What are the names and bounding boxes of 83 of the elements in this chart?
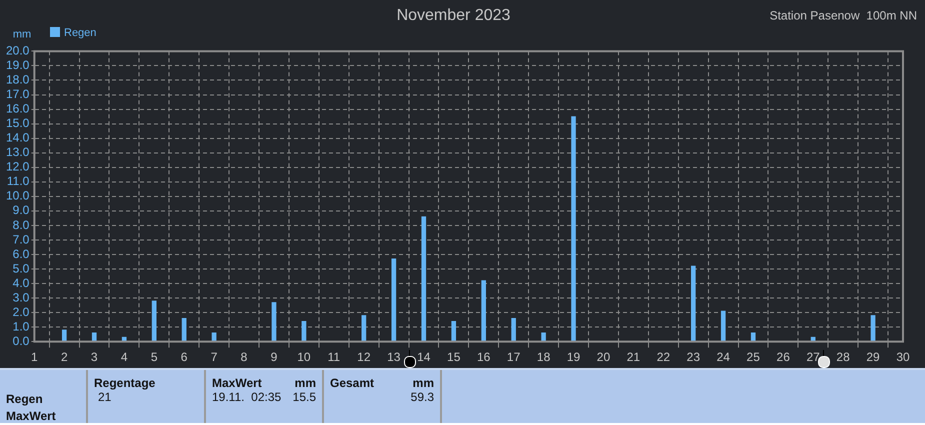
x-tick-label: 10 xyxy=(297,350,311,364)
x-tick-label: 22 xyxy=(656,350,670,364)
y-tick-label: 16.0 xyxy=(6,102,30,116)
y-tick-label: 9.0 xyxy=(12,203,30,218)
y-tick-label: 1.0 xyxy=(12,319,30,334)
y-tick-label: 20.0 xyxy=(6,44,30,58)
bar xyxy=(511,318,516,342)
y-tick-label: 14.0 xyxy=(6,130,30,145)
text: 59.3 xyxy=(410,390,434,404)
bar xyxy=(362,315,366,342)
x-tick-label: 2 xyxy=(60,350,68,364)
x-tick-label: 15 xyxy=(447,350,461,364)
text: mm xyxy=(294,376,316,390)
x-tick-label: 3 xyxy=(90,350,98,364)
x-tick-label: 11 xyxy=(328,350,340,364)
bar xyxy=(541,332,546,342)
x-tick-label: 19 xyxy=(566,350,581,364)
x-tick-label: 23 xyxy=(686,350,700,364)
x-tick-label: 14 xyxy=(417,350,431,364)
x-tick-label: 5 xyxy=(150,350,158,364)
y-tick-label: 3.0 xyxy=(12,290,30,304)
legend-label: Regen xyxy=(64,27,96,40)
bar xyxy=(302,320,306,342)
bar xyxy=(182,318,186,342)
x-tick-label: 18 xyxy=(536,350,551,364)
text: 21 xyxy=(98,390,112,404)
x-tick-label: 7 xyxy=(210,350,218,364)
y-tick-label: 5.0 xyxy=(12,261,30,276)
text: 15.5 xyxy=(292,390,316,404)
y-tick-label: 8.0 xyxy=(12,218,30,232)
bar xyxy=(152,300,156,342)
y-tick-label: 0.0 xyxy=(12,334,30,348)
bar xyxy=(421,216,426,342)
x-tick-label: 27 xyxy=(806,350,820,364)
x-tick-label: 29 xyxy=(866,350,880,364)
x-tick-label: 6 xyxy=(180,350,188,364)
x-tick-label: 21 xyxy=(626,350,640,364)
x-tick-label: 26 xyxy=(776,350,790,364)
x-tick-label: 8 xyxy=(240,350,248,364)
y-axis-title: mm xyxy=(12,28,32,41)
y-tick-label: 10.0 xyxy=(6,188,30,203)
y-tick-label: 7.0 xyxy=(12,232,30,246)
chart-title: November 2023 xyxy=(396,7,511,24)
y-tick-label: 11.0 xyxy=(6,174,30,188)
bar xyxy=(391,258,396,342)
bar xyxy=(720,310,726,342)
bar xyxy=(451,320,456,342)
x-tick-label: 30 xyxy=(896,350,910,364)
bar xyxy=(62,330,67,342)
chart-subtitle: Station Pasenow 100m NN xyxy=(770,8,917,22)
y-tick-label: 15.0 xyxy=(6,116,30,130)
x-tick-label: 4 xyxy=(120,350,128,364)
text: MaxWert xyxy=(212,376,262,390)
x-tick-label: 20 xyxy=(596,350,610,364)
text: Gesamt xyxy=(330,376,374,390)
bar xyxy=(212,332,216,342)
x-tick-label: 9 xyxy=(270,350,278,364)
x-tick-label: 28 xyxy=(836,350,850,364)
bar xyxy=(272,302,276,342)
bar xyxy=(690,266,696,342)
x-tick-label: 17 xyxy=(506,350,521,364)
x-tick-label: 13 xyxy=(387,350,401,364)
y-tick-label: 17.0 xyxy=(6,87,30,102)
x-tick-label: 12 xyxy=(357,350,371,364)
x-tick-label: 25 xyxy=(746,350,760,364)
y-tick-label: 4.0 xyxy=(12,276,30,290)
text: Regen xyxy=(6,392,44,406)
x-tick-label: 24 xyxy=(716,350,730,364)
y-tick-label: 13.0 xyxy=(6,145,30,160)
y-tick-label: 19.0 xyxy=(6,58,30,72)
x-tick-label: 16 xyxy=(476,350,491,364)
bar xyxy=(481,280,486,342)
y-tick-label: 6.0 xyxy=(12,246,30,261)
text: Regentage xyxy=(94,376,156,390)
y-tick-label: 18.0 xyxy=(6,72,30,87)
bar xyxy=(870,315,876,342)
text: mm xyxy=(412,376,434,390)
text: MaxWert xyxy=(6,409,57,423)
x-tick-label: 1 xyxy=(31,350,38,364)
y-tick-label: 12.0 xyxy=(6,160,30,174)
bar xyxy=(571,116,576,342)
y-tick-label: 2.0 xyxy=(12,304,30,319)
text: 19.11. 02:35 xyxy=(212,390,282,404)
